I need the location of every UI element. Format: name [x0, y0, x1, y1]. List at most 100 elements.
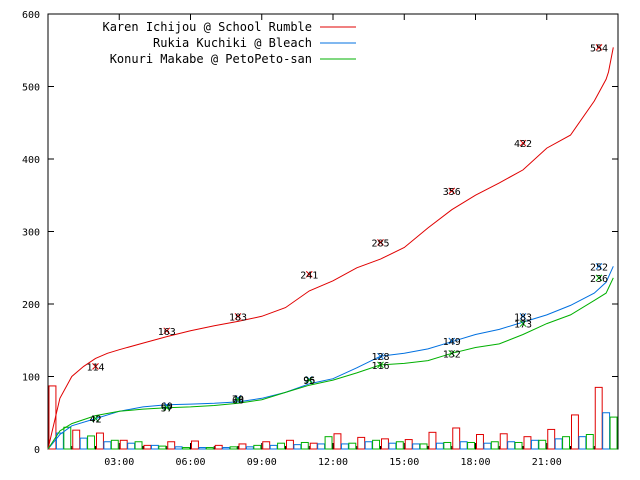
point-marker [234, 394, 242, 402]
bar-rukia [578, 436, 587, 450]
data-label: 68 [232, 396, 244, 407]
bar-rukia [530, 439, 539, 450]
y-tick-label: 600 [22, 10, 40, 21]
x-axis: 03:00 06:00 09:00 12:00 15:00 18:00 21:00 [71, 14, 595, 468]
point-marker [519, 320, 527, 327]
legend-label: Konuri Makabe @ PetoPeto-san [110, 52, 312, 66]
x-tick-label: 18:00 [460, 457, 490, 468]
x-tick-label: 15:00 [389, 457, 419, 468]
x-tick-label: 09:00 [247, 457, 277, 468]
data-label: 252 [590, 262, 608, 273]
bar-rukia [554, 438, 563, 450]
data-label: 57 [161, 404, 173, 415]
point-marker [448, 349, 456, 357]
data-label: 163 [158, 327, 176, 338]
bar-konuri [419, 443, 428, 450]
data-label: 128 [371, 352, 389, 363]
data-label: 183 [229, 312, 247, 323]
data-label: 173 [514, 320, 532, 331]
point-marker [92, 415, 99, 422]
bar-karen [571, 414, 579, 450]
y-tick-label: 0 [34, 445, 40, 456]
data-label: 95 [303, 376, 315, 387]
bar-karen [214, 444, 223, 450]
point-marker [519, 312, 527, 320]
bar-karen [499, 433, 508, 450]
bar-konuri [443, 441, 452, 450]
data-label: 236 [590, 274, 608, 285]
bar-konuri [609, 416, 618, 450]
bar-konuri [277, 442, 286, 450]
x-tick-label: 12:00 [318, 457, 348, 468]
data-label: 96 [303, 375, 315, 386]
bar-karen [428, 431, 437, 450]
x-tick-label: 21:00 [532, 457, 562, 468]
bar-konuri [182, 447, 191, 450]
data-label: 149 [443, 337, 461, 348]
bar-karen [547, 428, 556, 450]
point-marker [519, 139, 527, 147]
point-marker [92, 362, 99, 370]
bar-karen [286, 439, 294, 450]
point-marker [595, 262, 603, 270]
bar-karen [357, 436, 366, 450]
bar-konuri [110, 439, 119, 450]
series-line [47, 266, 614, 450]
bar-karen [381, 438, 389, 450]
point-marker [377, 239, 384, 246]
bar-rukia [602, 412, 611, 450]
point-labels: 1141631832412853564225544260709612814918… [86, 43, 608, 425]
bar-rukia [317, 443, 326, 450]
bar-karen [48, 385, 57, 450]
y-tick-label: 500 [22, 83, 40, 94]
bar-rukia [459, 441, 468, 450]
bar-karen [167, 441, 176, 450]
bar-konuri [300, 441, 309, 450]
point-marker [305, 270, 313, 278]
bar-konuri [372, 439, 381, 450]
bar-rukia [103, 441, 112, 450]
bar-rukia [269, 444, 278, 450]
y-tick-label: 200 [22, 300, 40, 311]
data-label: 554 [590, 43, 608, 54]
data-label: 132 [443, 349, 461, 360]
bar-karen [191, 440, 199, 450]
data-label: 114 [86, 362, 104, 373]
data-label: 42 [89, 415, 101, 426]
bar-rukia [340, 443, 349, 450]
bar-rukia [507, 441, 516, 450]
bar-konuri [63, 426, 72, 450]
bar-konuri [490, 441, 499, 450]
data-label: 422 [514, 139, 532, 150]
data-label: 285 [371, 238, 389, 249]
bar-karen [404, 439, 413, 450]
data-label: 183 [514, 312, 532, 323]
bar-rukia [150, 444, 159, 450]
point-marker [305, 376, 313, 383]
y-axis: 0 100 200 300 400 500 600 [22, 10, 618, 456]
point-marker [305, 376, 313, 384]
bar-karen [333, 433, 342, 450]
data-label: 356 [443, 187, 461, 198]
bar-konuri [562, 436, 571, 450]
bar-rukia [127, 442, 136, 450]
bar-konuri [253, 444, 262, 450]
bar-konuri [229, 446, 238, 450]
x-tick-label: 06:00 [175, 457, 205, 468]
bar-konuri [324, 436, 333, 450]
series-lines [47, 47, 614, 450]
data-label: 42 [89, 415, 101, 426]
point-marker [163, 402, 171, 409]
point-marker [448, 187, 456, 195]
bar-karen [452, 427, 461, 450]
bar-karen [523, 436, 532, 450]
point-marker [377, 361, 384, 369]
point-marker [448, 337, 456, 345]
bar-rukia [198, 447, 207, 450]
bar-karen [262, 441, 271, 450]
bar-konuri [514, 441, 523, 450]
point-marker [377, 352, 384, 360]
bar-rukia [388, 442, 397, 450]
bar-karen [143, 444, 152, 450]
